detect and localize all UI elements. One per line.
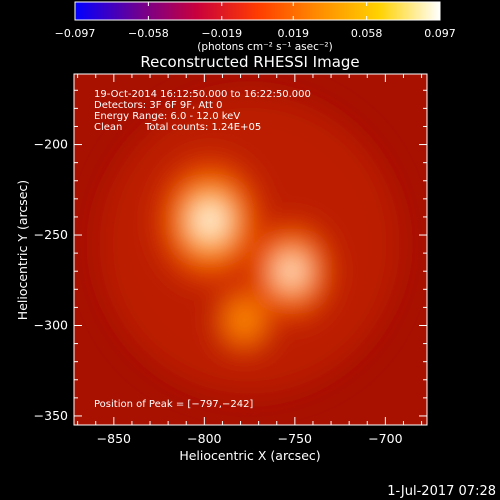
y-tick-label: −200 [34,137,68,152]
colorbar-tick-label: −0.058 [128,27,169,40]
colorbar [74,1,441,21]
colorbar-tick-label: −0.097 [55,27,96,40]
y-tick-label: −300 [34,317,68,332]
heatmap-source [281,258,302,284]
colorbar-unit-label: (photons cm⁻² s⁻¹ asec⁻²) [197,41,332,53]
annotation-time-range: 19-Oct-2014 16:12:50.000 to 16:22:50.000 [94,89,311,100]
annotation-detectors: Detectors: 3F 6F 9F, Att 0 [94,100,222,111]
chart-title: Reconstructed RHESSI Image [140,53,359,71]
colorbar-tick-label: 0.058 [351,27,383,40]
annotation-peak-position: Position of Peak = [−797,−242] [94,399,253,410]
x-axis-label: Heliocentric X (arcsec) [179,448,320,463]
x-tick-label: −850 [97,431,131,446]
x-tick-label: −700 [368,431,402,446]
colorbar-tick-label: 0.097 [424,27,456,40]
colorbar-tick-label: −0.019 [201,27,242,40]
y-axis: −200 −250 −300 −350 [34,89,427,423]
footer-date: 1-Jul-2017 07:28 [387,484,496,499]
y-tick-label: −350 [34,408,68,423]
x-axis: −850 −800 −750 −700 [77,74,423,446]
heatmap-image [74,74,427,425]
annotation-clean: Clean [94,122,122,133]
plot-frame [73,73,428,426]
y-tick-label: −250 [34,227,68,242]
x-tick-label: −750 [278,431,312,446]
x-tick-label: −800 [187,431,221,446]
colorbar-ticks: −0.097 −0.058 −0.019 0.019 0.058 0.097 [55,2,456,40]
annotation-energy-range: Energy Range: 6.0 - 12.0 keV [94,111,240,122]
y-axis-label: Heliocentric Y (arcsec) [15,180,30,320]
annotation-total-counts: Total counts: 1.24E+05 [144,122,261,133]
heatmap-source [233,306,256,334]
heatmap-source [196,204,224,237]
colorbar-tick-label: 0.019 [277,27,309,40]
